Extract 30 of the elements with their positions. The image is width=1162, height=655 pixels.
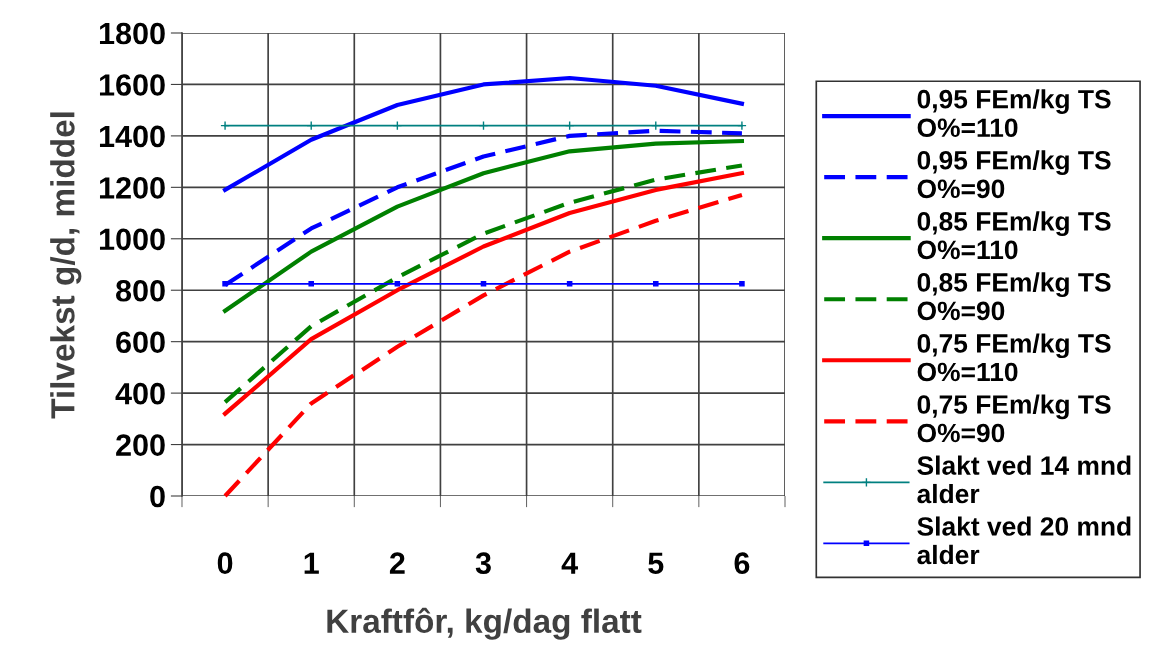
y-axis-title: Tilvekst g/d, middel — [50, 112, 82, 419]
y-tick-label: 200 — [116, 434, 165, 456]
legend-label: 0,95 FEm/kg TS O%=110 — [917, 89, 1111, 138]
x-tick-label: 4 — [561, 552, 578, 574]
legend-label: 0,75 FEm/kg TS O%=90 — [917, 394, 1111, 443]
legend-label: Slakt ved 14 mnd alder — [917, 455, 1131, 504]
x-tick-label: 5 — [648, 552, 664, 574]
x-tick-label: 2 — [389, 552, 405, 574]
x-tick-label: 0 — [217, 552, 233, 574]
y-tick-label: 400 — [115, 382, 165, 405]
legend-label: 0,85 FEm/kg TS O%=110 — [917, 211, 1111, 260]
x-tick-label: 1 — [304, 552, 319, 574]
x-tick-label: 3 — [475, 552, 491, 575]
x-axis-title: Kraftfôr, kg/dag flatt — [327, 607, 642, 640]
y-tick-label: 1200 — [99, 177, 165, 199]
legend-label: 0,75 FEm/kg TS O%=110 — [917, 333, 1111, 382]
legend-label: 0,85 FEm/kg TS O%=90 — [917, 272, 1111, 321]
y-tick-label: 1000 — [99, 228, 165, 251]
legend-label: Slakt ved 20 mnd alder — [917, 516, 1131, 565]
y-tick-label: 800 — [116, 279, 165, 302]
line-series — [222, 75, 745, 192]
y-tick-label: 1400 — [99, 125, 165, 148]
x-tick-label: 6 — [734, 552, 750, 574]
line-series — [222, 138, 745, 313]
y-tick-label: 600 — [116, 331, 165, 354]
legend-label: 0,95 FEm/kg TS O%=90 — [917, 150, 1111, 199]
y-tick-label: 1600 — [99, 74, 165, 96]
y-tick-label: 0 — [150, 485, 165, 508]
y-tick-label: 1800 — [99, 22, 165, 45]
line-series — [222, 192, 745, 499]
